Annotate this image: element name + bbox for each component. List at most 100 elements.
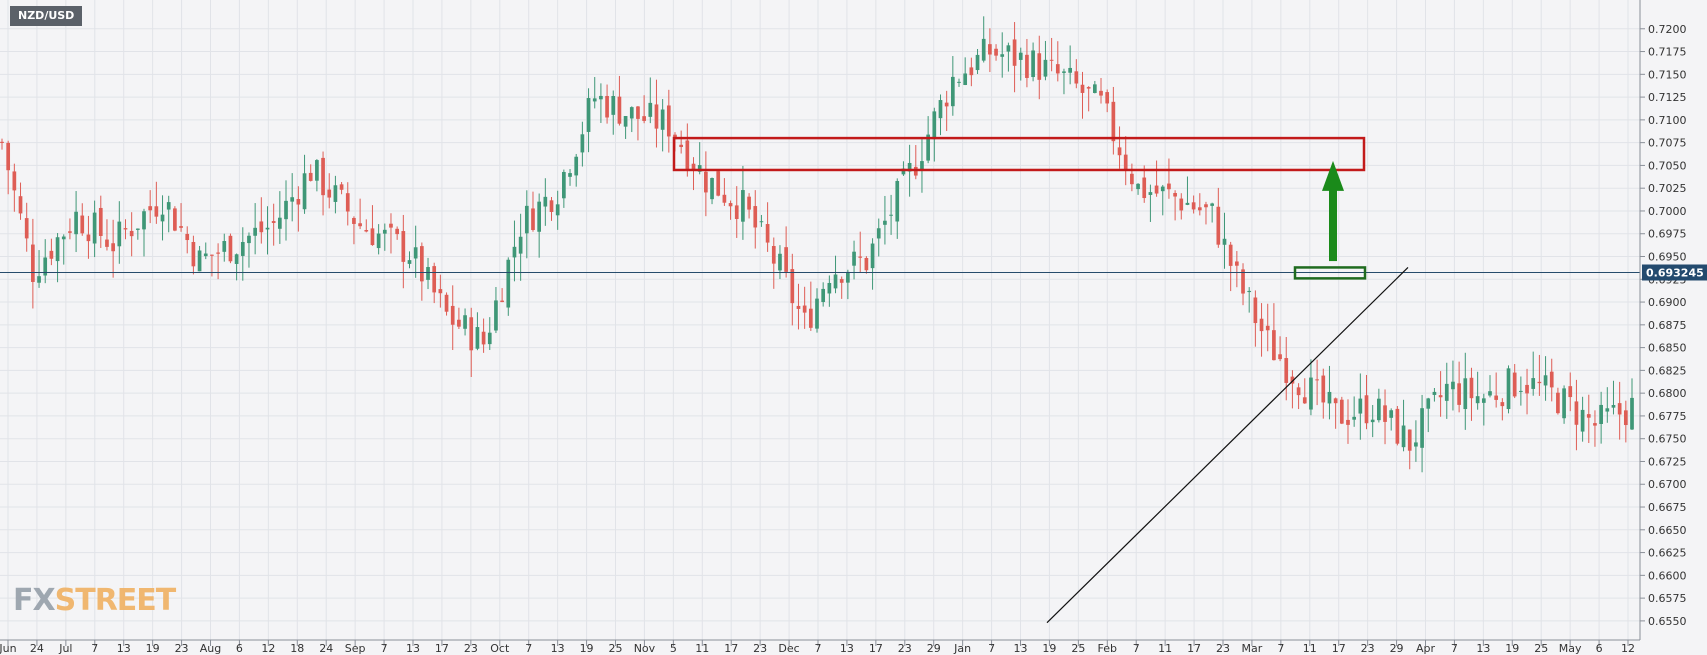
candle-body [1309, 377, 1313, 410]
candle [1130, 163, 1134, 192]
candle-body [228, 235, 233, 262]
y-tick-label: 0.7000 [1648, 205, 1687, 218]
candle [222, 233, 227, 262]
candle [839, 276, 844, 299]
x-tick-label: 11 [695, 642, 709, 655]
candle-body [827, 282, 832, 294]
candle [1290, 370, 1295, 409]
candle-body [901, 168, 906, 175]
x-tick-label: 12 [261, 642, 275, 655]
candle [1204, 201, 1208, 225]
candle-body [1543, 375, 1548, 386]
candle-body [883, 220, 887, 225]
candle-body [111, 243, 115, 252]
candle [43, 239, 48, 284]
candle [1352, 396, 1357, 427]
candle [1537, 354, 1542, 396]
x-tick-label: Sep [345, 642, 366, 655]
candle [123, 219, 128, 240]
candle [191, 235, 196, 275]
candle-body [1167, 183, 1171, 190]
candle-body [1160, 186, 1165, 192]
candle-body [0, 141, 4, 143]
candle-body [617, 96, 622, 124]
candle-body [1216, 206, 1221, 245]
candle [160, 195, 165, 241]
candle-body [1154, 185, 1159, 194]
candle-body [1055, 64, 1060, 74]
candle [1617, 381, 1622, 440]
candle [913, 145, 918, 180]
y-tick-label: 0.6975 [1648, 228, 1687, 241]
candle-body [734, 205, 739, 220]
candle [1092, 80, 1097, 94]
candle [407, 251, 412, 269]
candle [203, 242, 208, 260]
candle [1111, 86, 1116, 155]
candle [426, 257, 430, 290]
candle [1605, 387, 1610, 423]
candle-body [524, 205, 529, 234]
candle-body [166, 202, 171, 210]
candle [382, 223, 387, 251]
y-tick-label: 0.6775 [1648, 410, 1687, 423]
candle-body [117, 221, 122, 247]
candle-body [376, 233, 381, 249]
candle-body [1574, 401, 1579, 425]
candle-body [129, 230, 134, 237]
candle [61, 234, 66, 265]
candle [487, 317, 492, 350]
candle [1451, 360, 1455, 411]
candle [234, 253, 239, 281]
candle-body [1204, 204, 1208, 208]
candle [364, 219, 369, 233]
candle-body [586, 98, 591, 132]
x-tick-label: 17 [1332, 642, 1346, 655]
candle [1599, 391, 1603, 444]
candle-body [370, 228, 375, 246]
candle-body [697, 165, 702, 172]
candle-body [1389, 410, 1394, 418]
candle-body [994, 48, 998, 56]
candle [173, 206, 177, 232]
candle [975, 48, 980, 75]
candle [1117, 126, 1122, 169]
candle [179, 203, 183, 232]
candle-body [142, 211, 146, 230]
x-tick-label: Feb [1098, 642, 1117, 655]
candle [592, 77, 597, 109]
candle-body [932, 111, 937, 140]
candle [197, 245, 202, 272]
candle-body [123, 228, 128, 230]
candle [1346, 399, 1350, 444]
candle-body [1395, 408, 1400, 444]
y-tick-label: 0.7100 [1648, 114, 1687, 127]
candle-body [271, 221, 276, 223]
x-tick-label: 7 [525, 642, 532, 655]
candle [895, 178, 900, 239]
candle [1389, 408, 1394, 431]
candle [1012, 22, 1017, 93]
candle [549, 196, 554, 221]
candle-body [185, 233, 190, 241]
candle [1339, 396, 1344, 425]
x-tick-label: 19 [146, 642, 160, 655]
candle-body [1284, 358, 1289, 383]
candle [352, 216, 356, 245]
candle [957, 78, 961, 87]
candle [1309, 359, 1313, 416]
y-tick-label: 0.7150 [1648, 68, 1687, 81]
candle [876, 218, 881, 257]
resistance-zone [672, 136, 1366, 172]
candle [722, 178, 727, 206]
candle [1395, 406, 1400, 446]
candle [765, 202, 770, 252]
candle [901, 161, 906, 176]
candle-body [240, 242, 245, 256]
candle-body [1006, 45, 1011, 52]
candle-body [1346, 419, 1350, 425]
candle [31, 218, 35, 309]
candle [24, 202, 29, 252]
candle [1025, 38, 1029, 88]
